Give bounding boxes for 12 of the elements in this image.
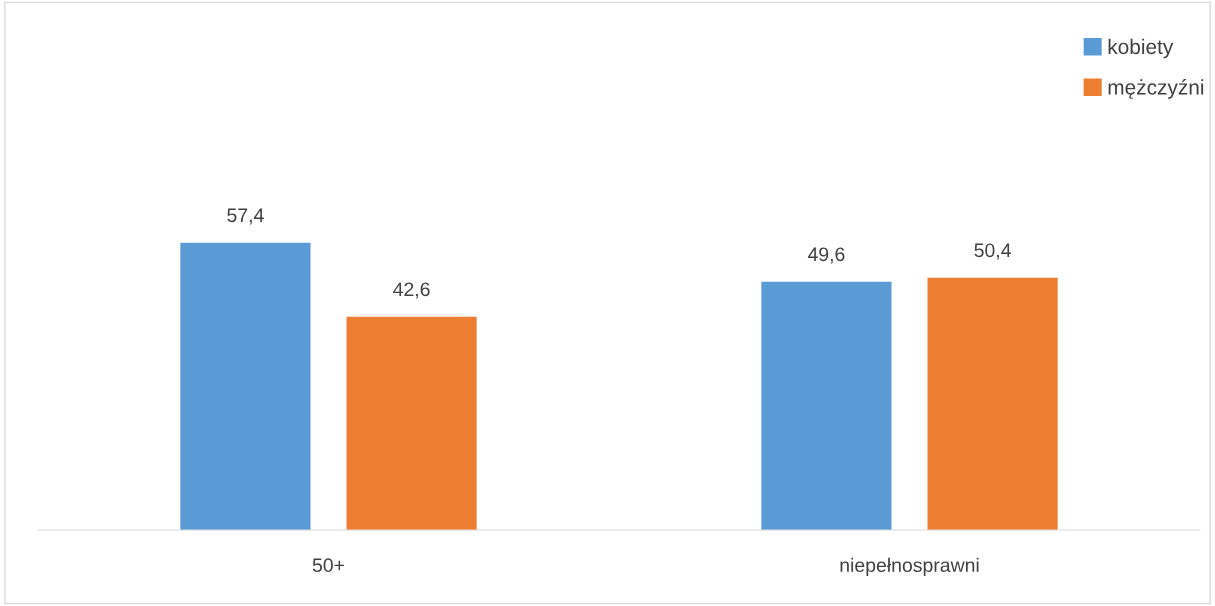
bar [180,242,311,530]
x-tick-label: niepełnosprawni [840,557,979,576]
bar [346,316,477,530]
bar [927,277,1058,530]
data-label: 57,4 [227,208,264,225]
data-label: 42,6 [393,282,430,299]
data-label: 49,6 [807,247,845,264]
x-tick-label: 50+ [312,558,345,573]
data-label: 50,4 [974,243,1011,260]
legend-label: kobiety [1108,38,1174,59]
bar [761,281,892,530]
legend-label: mężczyźni [1108,79,1204,99]
